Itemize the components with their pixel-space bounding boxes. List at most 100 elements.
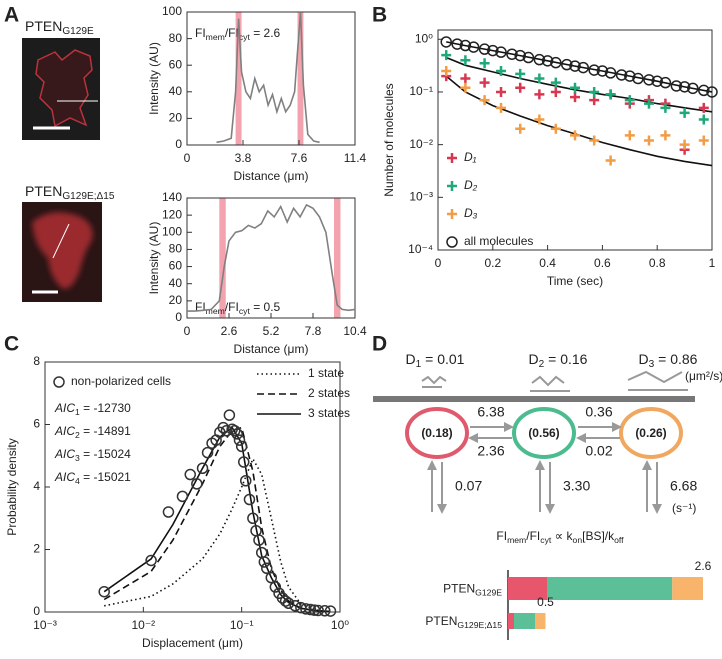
subscript: G129E xyxy=(62,26,94,37)
text-run: = 2.6 xyxy=(250,26,281,40)
subscript: 3 xyxy=(75,453,80,463)
text-run: = 0.16 xyxy=(544,351,587,367)
marker xyxy=(239,475,252,487)
bar-segment xyxy=(514,613,535,629)
marker xyxy=(98,585,110,598)
subscript: G129E;Δ15 xyxy=(457,620,502,630)
x-tick-label: 2.6 xyxy=(221,324,238,338)
plot-frame xyxy=(437,29,713,251)
marker xyxy=(643,98,654,109)
marker xyxy=(570,92,580,103)
marker xyxy=(534,73,545,84)
y-tick-label: 10⁻² xyxy=(409,137,433,151)
y-tick-label: 0 xyxy=(33,604,40,618)
x-tick-label: 0 xyxy=(184,324,191,338)
text-run: /FI xyxy=(225,300,239,314)
marker xyxy=(220,425,233,437)
y-tick-label: 120 xyxy=(162,207,182,221)
marker xyxy=(522,51,535,64)
marker xyxy=(569,60,581,72)
marker xyxy=(643,74,655,86)
marker xyxy=(247,512,259,524)
x-tick-label: 0 xyxy=(184,151,191,165)
membrane xyxy=(373,396,695,402)
marker xyxy=(451,38,463,50)
y-tick-label: 20 xyxy=(169,293,183,307)
diffusion-unit: (μm²/s) xyxy=(685,369,722,383)
text-run: = -15024 xyxy=(80,447,131,461)
text-run: [BS]/k xyxy=(582,529,615,543)
marker xyxy=(534,114,545,125)
y-tick-label: 40 xyxy=(169,276,183,290)
bar-segment xyxy=(547,577,673,600)
subscript: cyt xyxy=(540,535,552,545)
subscript: mem xyxy=(507,535,526,545)
x-axis-label: Distance (μm) xyxy=(234,169,309,183)
panel-label: B xyxy=(372,4,387,27)
text-run: = -15021 xyxy=(80,470,131,484)
marker xyxy=(162,506,175,518)
marker xyxy=(506,48,518,60)
marker xyxy=(534,89,545,100)
marker xyxy=(496,86,507,97)
text-run: AIC xyxy=(54,401,75,415)
y-axis-label: Intensity (AU) xyxy=(147,42,161,115)
diffusion-arrow xyxy=(627,370,688,391)
x-axis-label: Time (sec) xyxy=(547,274,603,288)
y-tick-label: 60 xyxy=(169,259,183,273)
marker xyxy=(660,130,671,141)
x-tick-label: 10.4 xyxy=(343,324,367,338)
state-circle xyxy=(512,407,576,459)
data-line xyxy=(187,203,356,312)
cell-outline xyxy=(35,49,93,128)
marker xyxy=(269,581,282,593)
text-run: PTEN xyxy=(425,614,457,628)
fit-line xyxy=(104,457,331,612)
data-line xyxy=(216,11,320,144)
diffusion-label: D2 = 0.16 xyxy=(529,351,588,370)
chart-title: FImem/FIcyt ∝ kon[BS]/koff xyxy=(496,529,624,545)
state-fraction: (0.18) xyxy=(421,426,452,440)
marker xyxy=(184,468,197,481)
marker xyxy=(319,605,331,617)
legend-label: D₃ xyxy=(464,206,478,220)
text-run: D xyxy=(406,351,416,367)
marker xyxy=(479,58,490,69)
marker xyxy=(596,65,609,77)
y-tick-label: 20 xyxy=(169,111,183,125)
annotation: AIC4 = -15021 xyxy=(54,470,131,486)
text-run: = 0.5 xyxy=(250,300,281,314)
marker xyxy=(261,562,273,574)
y-tick-label: 2 xyxy=(33,542,40,556)
y-tick-label: 60 xyxy=(169,57,183,71)
marker xyxy=(441,65,452,76)
marker xyxy=(533,53,546,66)
y-tick-label: 140 xyxy=(162,190,182,204)
y-tick-label: 8 xyxy=(33,354,40,368)
marker xyxy=(615,69,628,81)
x-tick-label: 0.6 xyxy=(594,256,611,270)
highlight-band xyxy=(219,198,226,318)
marker xyxy=(550,77,561,88)
y-axis-label: Intensity (AU) xyxy=(147,222,161,295)
marker xyxy=(217,421,230,434)
y-tick-label: 4 xyxy=(33,479,40,493)
rate-label: 6.38 xyxy=(477,404,504,420)
highlight-band xyxy=(297,12,304,145)
marker xyxy=(515,82,526,93)
marker xyxy=(541,55,554,67)
subscript: 2 xyxy=(75,430,80,440)
marker xyxy=(570,82,580,93)
marker xyxy=(440,36,452,48)
marker xyxy=(447,209,457,219)
bar-total: 0.5 xyxy=(537,595,554,609)
marker xyxy=(670,80,683,92)
state-fraction: (0.26) xyxy=(635,426,666,440)
marker xyxy=(479,77,490,88)
marker xyxy=(550,123,561,134)
y-tick-label: 100 xyxy=(162,4,182,18)
subscript: cyt xyxy=(239,32,251,42)
subscript: 3 xyxy=(649,359,655,370)
marker xyxy=(561,58,573,71)
category-label: PTENG129E xyxy=(443,582,502,598)
